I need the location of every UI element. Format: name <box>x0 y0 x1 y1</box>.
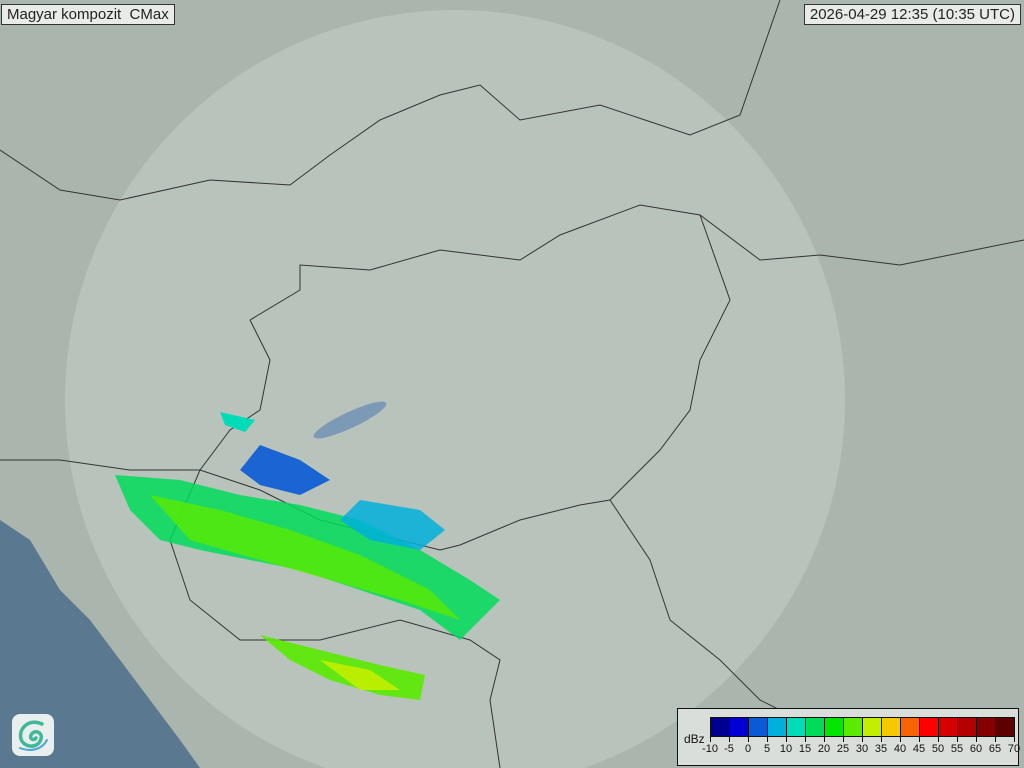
legend-swatch <box>901 718 920 736</box>
legend-tick-mark <box>805 737 806 742</box>
legend-swatch <box>977 718 996 736</box>
legend-tick-label: 65 <box>988 743 1002 755</box>
legend-swatch <box>787 718 806 736</box>
legend-tick-label: -10 <box>702 743 718 755</box>
legend-swatch <box>863 718 882 736</box>
legend-color-bar <box>710 717 1015 737</box>
legend-tick-mark <box>710 737 711 742</box>
legend-tick-mark <box>843 737 844 742</box>
dbz-legend: dBz -10 -5 0 5 10 15 20 25 30 35 40 45 50 55 60 65 70 <box>677 708 1020 766</box>
legend-tick-label: 15 <box>798 743 812 755</box>
legend-swatch <box>939 718 958 736</box>
legend-tick-label: 55 <box>950 743 964 755</box>
legend-swatch <box>749 718 768 736</box>
legend-tick-label: 25 <box>836 743 850 755</box>
legend-swatch <box>920 718 939 736</box>
radar-coverage <box>65 10 845 768</box>
legend-swatch <box>996 718 1014 736</box>
legend-tick-label: 35 <box>874 743 888 755</box>
legend-tick-label: 45 <box>912 743 926 755</box>
legend-tick-mark <box>748 737 749 742</box>
legend-swatch <box>825 718 844 736</box>
legend-tick-label: 40 <box>893 743 907 755</box>
legend-tick-label: 20 <box>817 743 831 755</box>
legend-swatch <box>806 718 825 736</box>
legend-tick-label: 10 <box>779 743 793 755</box>
legend-tick-mark <box>767 737 768 742</box>
lake-balaton <box>313 401 387 439</box>
legend-tick-label: 30 <box>855 743 869 755</box>
legend-tick-mark <box>824 737 825 742</box>
legend-tick-mark <box>786 737 787 742</box>
weather-service-logo <box>12 714 54 756</box>
legend-swatch <box>730 718 749 736</box>
legend-tick-mark <box>957 737 958 742</box>
legend-swatch <box>882 718 901 736</box>
legend-tick-label: 0 <box>744 743 752 755</box>
legend-tick-label: -5 <box>724 743 734 755</box>
product-title: Magyar kompozit CMax <box>1 4 175 25</box>
legend-tick-mark <box>976 737 977 742</box>
precipitation-echoes <box>115 412 500 700</box>
legend-tick-mark <box>995 737 996 742</box>
legend-tick-mark <box>900 737 901 742</box>
legend-tick-label: 50 <box>931 743 945 755</box>
adriatic-sea <box>0 520 200 768</box>
legend-swatch <box>958 718 977 736</box>
legend-unit: dBz <box>684 732 705 746</box>
swirl-icon <box>18 720 48 751</box>
legend-tick-mark <box>938 737 939 742</box>
legend-tick-label: 5 <box>763 743 771 755</box>
legend-swatch <box>844 718 863 736</box>
timestamp: 2026-04-29 12:35 (10:35 UTC) <box>803 4 1021 25</box>
legend-tick-mark <box>919 737 920 742</box>
legend-tick-mark <box>729 737 730 742</box>
legend-tick-mark <box>862 737 863 742</box>
legend-tick-label: 70 <box>1007 743 1021 755</box>
legend-swatch <box>711 718 730 736</box>
legend-ticks: -10 -5 0 5 10 15 20 25 30 35 40 45 50 55 60 65 70 <box>702 737 1020 761</box>
legend-tick-label: 60 <box>969 743 983 755</box>
legend-swatch <box>768 718 787 736</box>
legend-tick-mark <box>1014 737 1015 742</box>
legend-tick-mark <box>881 737 882 742</box>
